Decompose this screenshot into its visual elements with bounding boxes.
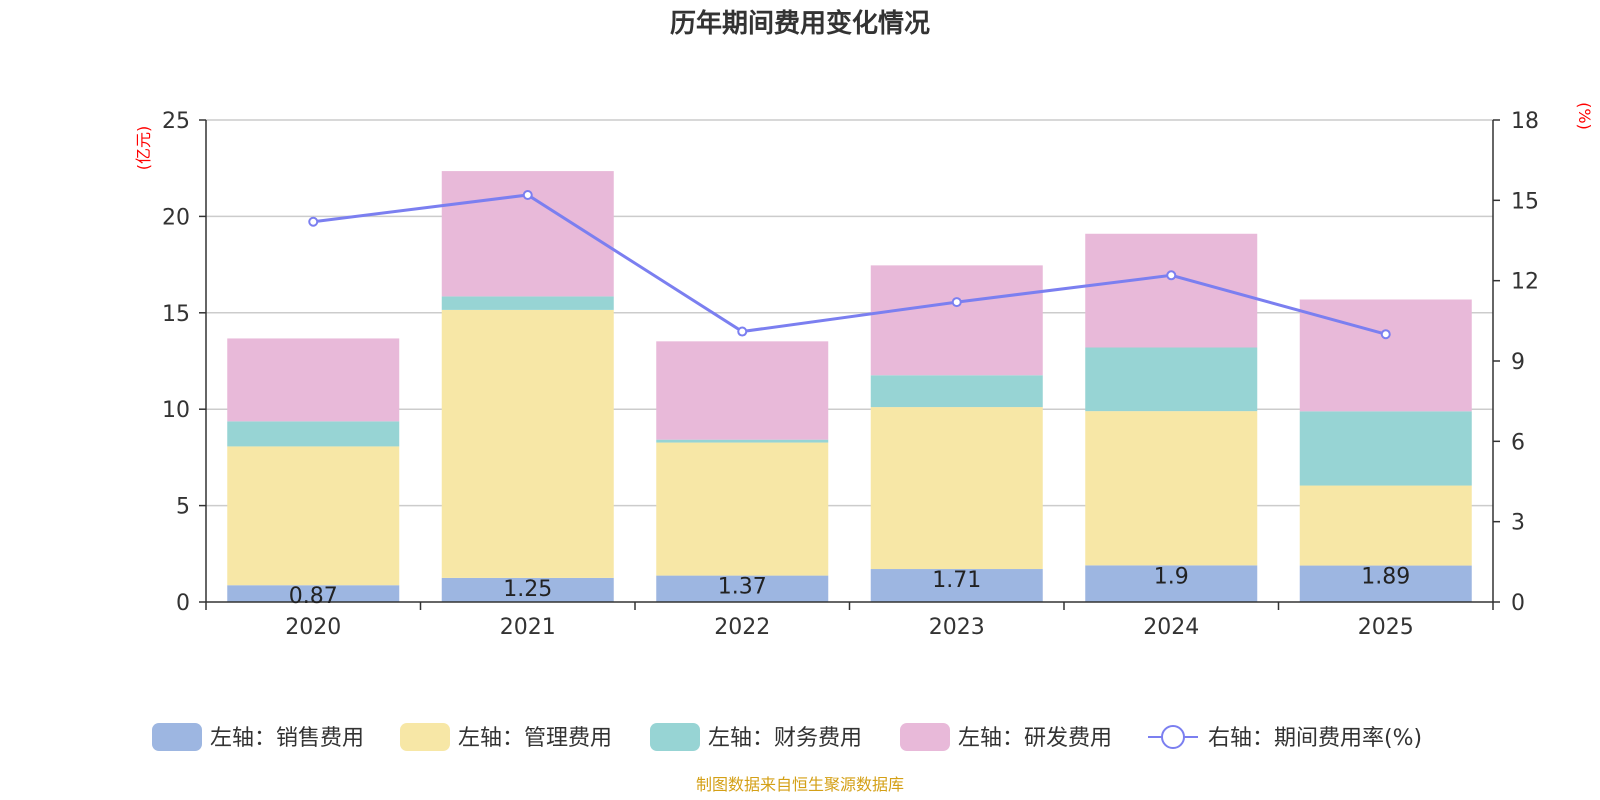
- left-tick-label: 10: [162, 398, 190, 423]
- legend-swatch: [900, 723, 950, 751]
- source-note: 制图数据来自恒生聚源数据库: [696, 775, 904, 794]
- left-tick-label: 15: [162, 302, 190, 327]
- right-tick-label: 6: [1511, 430, 1525, 455]
- gridlines: [206, 119, 1493, 507]
- bar-segment-s0-2025: [1299, 565, 1472, 602]
- right-tick-label: 0: [1511, 591, 1525, 616]
- rate-point: [1166, 270, 1177, 281]
- rate-point: [1380, 329, 1391, 340]
- legend-swatch: [152, 723, 202, 751]
- right-axis-unit: (%): [1575, 102, 1594, 130]
- legend-swatch: [650, 723, 700, 751]
- data-label: 1.25: [503, 577, 552, 602]
- legend: 左轴：销售费用 左轴：管理费用 左轴：财务费用 左轴：研发费用 右轴：期间费用率(%): [152, 723, 1422, 751]
- x-tick-label: 2024: [1143, 615, 1199, 640]
- bar-segment-s3-2020: [227, 338, 400, 422]
- x-tick-label: 2021: [500, 615, 556, 640]
- bar-segment-s1-2025: [1299, 485, 1472, 566]
- x-tick-label: 2022: [714, 615, 770, 640]
- chart-title: 历年期间费用变化情况: [670, 8, 930, 39]
- data-label: 1.9: [1154, 564, 1189, 589]
- bar-segment-s0-2021: [441, 577, 614, 602]
- left-tick-label: 5: [176, 495, 190, 520]
- bar-segment-s0-2020: [227, 585, 400, 602]
- left-tick-label: 0: [176, 591, 190, 616]
- rate-line-path: [313, 193, 1387, 336]
- bar-segment-s1-2023: [870, 407, 1043, 570]
- legend-label: 左轴：研发费用: [958, 726, 1112, 751]
- legend-label: 左轴：财务费用: [708, 726, 862, 751]
- bar-segment-s0-2022: [656, 575, 829, 602]
- bar-segment-s1-2022: [656, 442, 829, 576]
- bar-segment-s3-2023: [870, 265, 1043, 376]
- data-label: 1.37: [718, 575, 767, 600]
- right-tick-label: 9: [1511, 350, 1525, 375]
- right-tick-label: 15: [1511, 189, 1539, 214]
- data-labels: 0.87 1.25 1.37 1.71 1.9 1.89: [289, 564, 1410, 609]
- bar-segment-s3-2022: [656, 341, 829, 440]
- bar-segment-s1-2024: [1085, 411, 1258, 566]
- rate-point: [737, 326, 748, 337]
- legend-swatch: [400, 723, 450, 751]
- data-label: 1.89: [1361, 565, 1410, 590]
- data-label: 0.87: [289, 584, 338, 609]
- bar-segment-s2-2024: [1085, 347, 1258, 412]
- right-tick-label: 12: [1511, 270, 1539, 295]
- rate-point: [951, 297, 962, 308]
- bars: [227, 171, 1472, 602]
- x-tick-label: 2023: [929, 615, 985, 640]
- x-tick-label: 2025: [1358, 615, 1414, 640]
- rate-line: [308, 189, 1391, 340]
- rate-point: [522, 189, 533, 200]
- bar-segment-s0-2024: [1085, 565, 1258, 602]
- bar-segment-s2-2021: [441, 296, 614, 310]
- bar-segment-s1-2020: [227, 446, 400, 586]
- left-tick-label: 25: [162, 109, 190, 134]
- left-tick-label: 20: [162, 205, 190, 230]
- right-tick-label: 18: [1511, 109, 1539, 134]
- legend-label: 左轴：销售费用: [210, 726, 364, 751]
- bar-segment-s2-2023: [870, 375, 1043, 408]
- x-tick-label: 2020: [285, 615, 341, 640]
- bar-segment-s0-2023: [870, 569, 1043, 602]
- left-axis-unit: (亿元): [134, 126, 153, 171]
- legend-marker-icon: [1161, 725, 1185, 749]
- bar-segment-s1-2021: [441, 309, 614, 578]
- bar-segment-s2-2020: [227, 421, 400, 447]
- data-label: 1.71: [932, 568, 981, 593]
- rate-point: [308, 216, 319, 227]
- legend-label: 右轴：期间费用率(%): [1208, 726, 1422, 751]
- legend-label: 左轴：管理费用: [458, 726, 612, 751]
- bar-segment-s2-2025: [1299, 411, 1472, 486]
- right-tick-label: 3: [1511, 511, 1525, 536]
- bar-segment-s2-2022: [656, 439, 829, 443]
